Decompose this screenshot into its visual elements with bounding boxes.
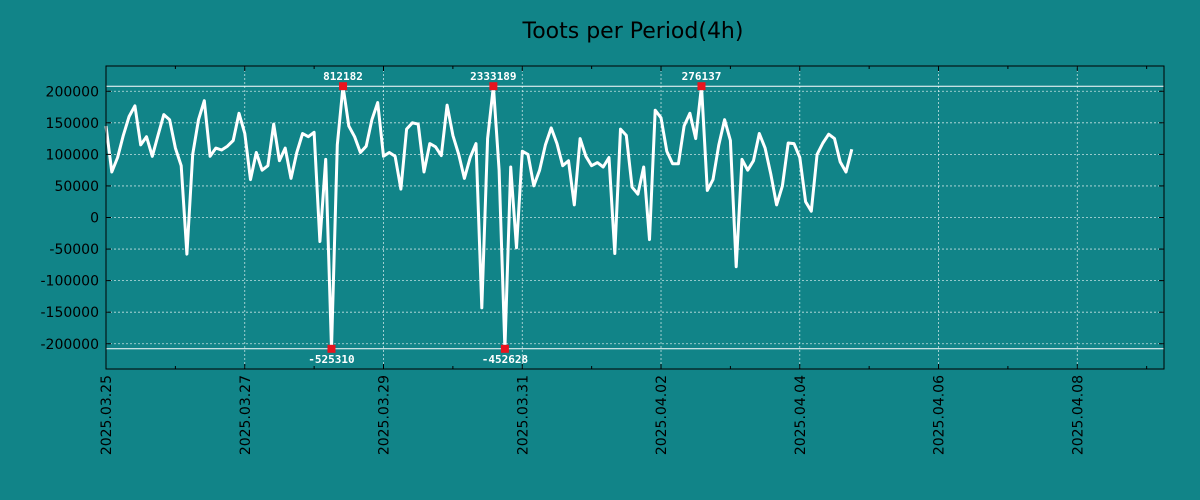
annotation-label: 276137 — [682, 70, 722, 83]
y-tick-label: -50000 — [49, 242, 99, 258]
clip-lines — [106, 85, 1164, 350]
y-axis-ticks: 200000 150000 100000 50000 0 -50000 -100000 -15… — [41, 84, 1164, 353]
x-tick-label: 2025.04.04 — [793, 375, 809, 455]
annotation-marker — [489, 82, 498, 91]
annotation-marker — [339, 82, 348, 91]
y-tick-label: 200000 — [46, 84, 99, 100]
y-tick-label: -100000 — [41, 274, 100, 290]
x-tick-label: 2025.04.06 — [932, 375, 948, 455]
y-tick-label: -150000 — [41, 305, 100, 321]
grid — [105, 66, 1164, 369]
x-axis-ticks: 2025.03.25 2025.03.27 2025.03.29 2025.03.31… — [99, 66, 1148, 455]
y-tick-label: -200000 — [41, 337, 100, 353]
x-tick-label: 2025.03.29 — [377, 375, 393, 455]
x-tick-label: 2025.04.02 — [654, 375, 670, 455]
y-tick-label: 0 — [90, 211, 99, 227]
y-tick-label: 100000 — [46, 147, 99, 163]
x-tick-label: 2025.03.25 — [99, 375, 115, 455]
x-tick-label: 2025.03.27 — [238, 375, 254, 455]
x-tick-label: 2025.03.31 — [515, 375, 531, 455]
annotation-label: 812182 — [323, 70, 363, 83]
series-line — [104, 84, 854, 351]
annotation-label: -525310 — [308, 353, 354, 366]
annotation-label: 2333189 — [470, 70, 516, 83]
annotation-label: -452628 — [482, 353, 528, 366]
series-layer — [104, 84, 854, 351]
chart-title: Toots per Period(4h) — [522, 19, 744, 44]
y-tick-label: 50000 — [54, 179, 99, 195]
x-tick-label: 2025.04.08 — [1070, 375, 1086, 455]
annotation-marker — [697, 82, 706, 91]
annotation-marker — [500, 344, 509, 353]
y-tick-label: 150000 — [46, 116, 99, 132]
marker-layer: 812182 2333189 276137 -525310 -452628 — [308, 70, 721, 366]
annotation-marker — [327, 344, 336, 353]
